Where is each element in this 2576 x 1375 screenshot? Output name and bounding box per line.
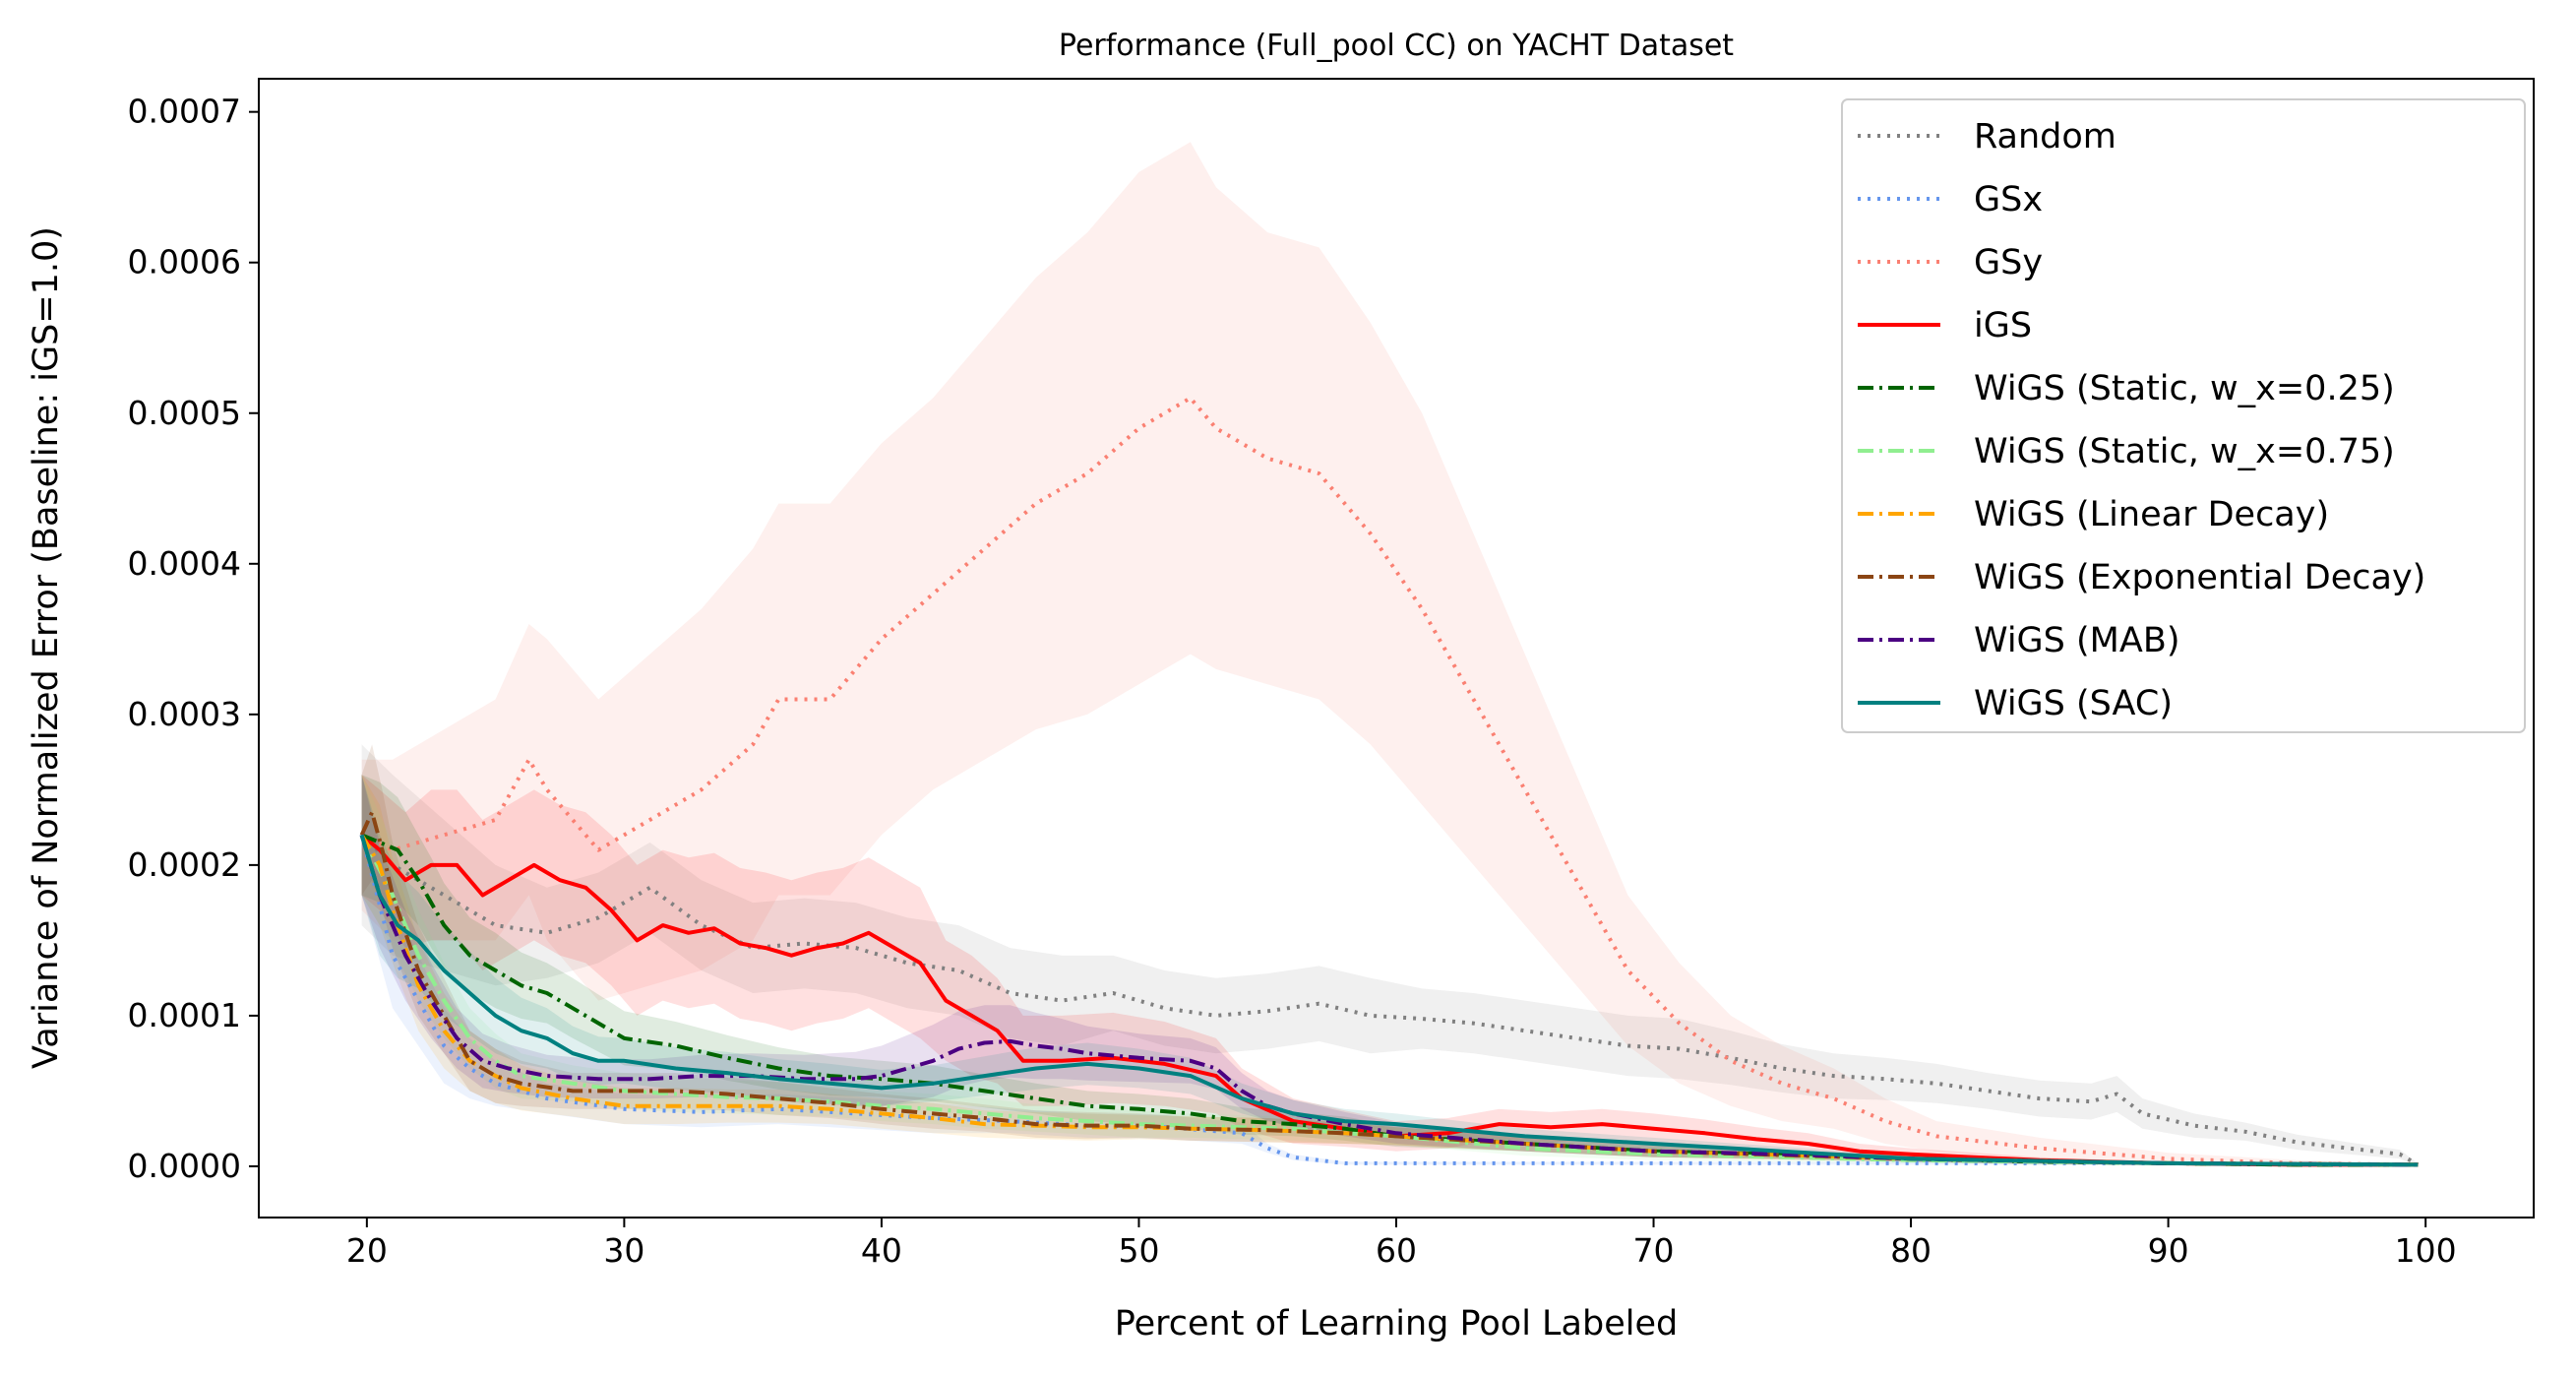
y-tick-label: 0.0005	[128, 394, 241, 432]
y-tick-label: 0.0004	[128, 544, 241, 583]
legend-label-igs: iGS	[1974, 306, 2032, 345]
x-tick-label: 20	[346, 1231, 388, 1270]
wigs-exponential-decay-line	[359, 810, 2419, 1167]
y-tick-label: 0.0006	[128, 243, 241, 281]
y-tick-label: 0.0002	[128, 845, 241, 884]
x-axis: 20 30 40 50 60 70 80 90 100	[346, 1218, 2457, 1270]
wigs-mab-band	[361, 775, 2419, 1166]
x-tick-label: 80	[1890, 1231, 1932, 1270]
random-band	[361, 744, 2419, 1166]
legend-label-wigs-static-w-x-0-75: WiGS (Static, w_x=0.75)	[1974, 432, 2395, 471]
x-tick-label: 60	[1376, 1231, 1417, 1270]
x-axis-label: Percent of Learning Pool Labeled	[1115, 1304, 1678, 1344]
x-tick-label: 90	[2148, 1231, 2189, 1270]
wigs-mab-line	[359, 834, 2419, 1167]
igs-line	[360, 833, 2419, 1167]
y-tick-label: 0.0000	[128, 1147, 241, 1185]
random-line	[360, 833, 2420, 1167]
wigs-sac-line	[359, 834, 2419, 1167]
gsy-band	[361, 142, 2419, 1166]
chart-title: Performance (Full_pool CC) on YACHT Data…	[1059, 29, 1734, 63]
x-tick-label: 40	[861, 1231, 902, 1270]
legend-label-gsy: GSy	[1974, 243, 2043, 282]
y-tick-label: 0.0003	[128, 695, 241, 733]
x-tick-label: 100	[2395, 1231, 2457, 1270]
legend: Random GSx GSy iGS WiGS (Static, w_x=0.25) Wi…	[1841, 98, 2526, 733]
wigs-static-w-x-0-25-band	[361, 775, 2419, 1166]
x-tick-label: 30	[603, 1231, 644, 1270]
gsy-line	[360, 396, 2419, 1167]
legend-label-wigs-exponential-decay: WiGS (Exponential Decay)	[1974, 558, 2425, 597]
wigs-linear-decay-line	[359, 834, 2419, 1167]
wigs-static-w-x-0-75-line	[359, 834, 2419, 1167]
y-tick-label: 0.0007	[128, 93, 241, 131]
x-tick-label: 50	[1118, 1231, 1159, 1270]
legend-label-random: Random	[1974, 117, 2116, 156]
y-tick-label: 0.0001	[128, 996, 241, 1034]
series-lines	[359, 396, 2420, 1167]
legend-label-gsx: GSx	[1974, 180, 2043, 219]
gsx-line	[359, 834, 2419, 1167]
y-axis-label: Variance of Normalized Error (Baseline: …	[27, 226, 66, 1069]
legend-label-wigs-mab: WiGS (MAB)	[1974, 621, 2180, 660]
igs-band	[361, 775, 2419, 1166]
legend-label-wigs-sac: WiGS (SAC)	[1974, 684, 2173, 723]
y-axis: 0.0000 0.0001 0.0002 0.0003 0.0004 0.0005 0.00…	[128, 93, 259, 1185]
legend-frame	[1841, 98, 2526, 733]
legend-label-wigs-static-w-x-0-25: WiGS (Static, w_x=0.25)	[1974, 369, 2395, 408]
x-tick-label: 70	[1633, 1231, 1675, 1270]
legend-label-wigs-linear-decay: WiGS (Linear Decay)	[1974, 495, 2329, 534]
confidence-bands	[361, 142, 2419, 1166]
